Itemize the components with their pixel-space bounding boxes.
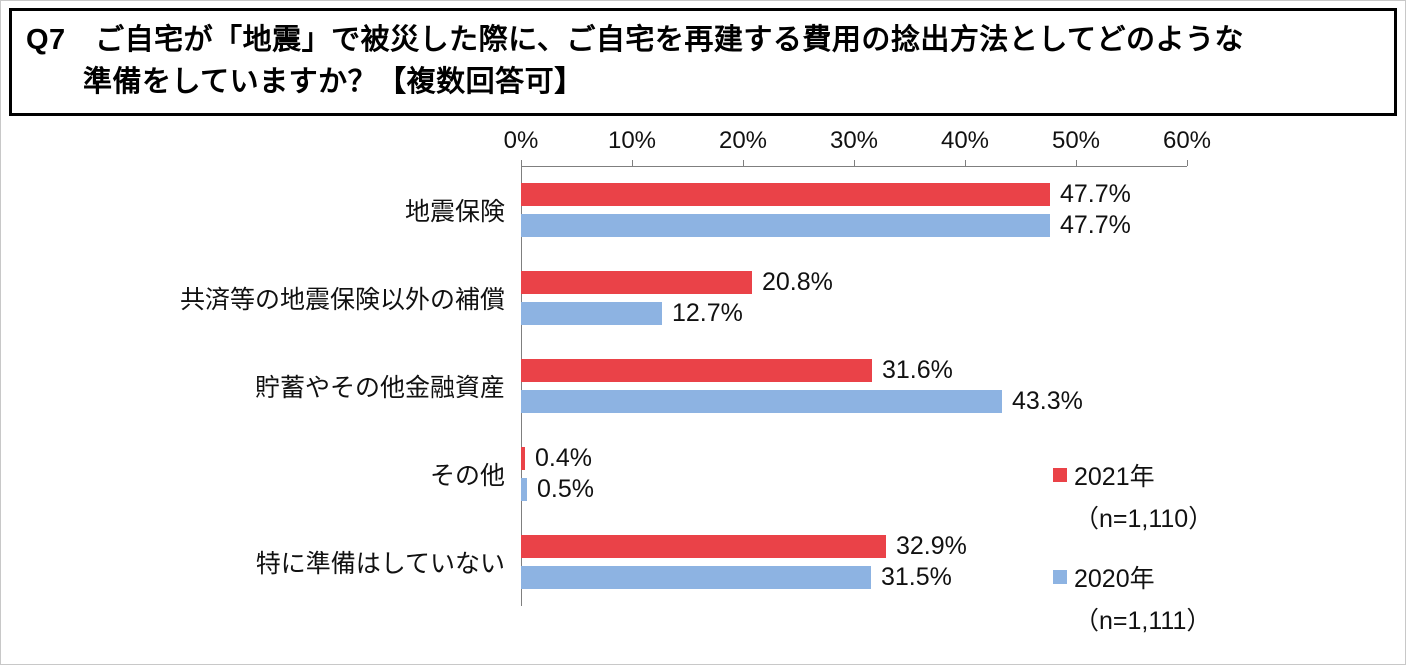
value-label: 47.7% xyxy=(1060,211,1131,239)
legend-row: 2020年 xyxy=(1053,559,1213,595)
question-title-box: Q7 ご自宅が「地震」で被災した際に、ご自宅を再建する費用の捻出方法としてどのよ… xyxy=(9,8,1397,117)
bar-2020年 xyxy=(521,214,1050,237)
bar-line: 31.6% xyxy=(521,356,1187,384)
bar-2021年 xyxy=(521,271,752,294)
legend-item-2020年: 2020年 （n=1,111） xyxy=(1053,559,1213,637)
x-tick-label: 0% xyxy=(503,127,539,154)
category-label: 地震保険 xyxy=(404,198,505,226)
value-label: 32.9% xyxy=(896,532,967,560)
legend-sample-size: （n=1,111） xyxy=(1074,607,1212,635)
value-label: 43.3% xyxy=(1012,387,1083,415)
bar-2020年 xyxy=(521,302,662,325)
x-tick-mark xyxy=(632,160,633,166)
value-label: 31.5% xyxy=(881,563,952,591)
bar-group: 47.7% 47.7% xyxy=(521,180,1187,239)
bar-line: 43.3% xyxy=(521,387,1187,415)
bar-line: 47.7% xyxy=(521,180,1187,208)
chart-row: 貯蓄やその他金融資産 31.6% 43.3% xyxy=(1,342,1405,430)
bar-group: 32.9% 31.5% xyxy=(521,532,1187,591)
bar-2021年 xyxy=(521,183,1050,206)
x-tick-label: 60% xyxy=(1162,127,1212,154)
chart-row: その他 0.4% 0.5% xyxy=(1,430,1405,518)
legend-sample-size: （n=1,110） xyxy=(1074,505,1214,533)
bar-line: 12.7% xyxy=(521,299,1187,327)
x-tick-mark xyxy=(743,160,744,166)
legend: 2021年 （n=1,110） 2020年 （n=1,111） xyxy=(1053,457,1213,661)
x-tick-mark xyxy=(521,160,522,166)
question-title-line1: Q7 ご自宅が「地震」で被災した際に、ご自宅を再建する費用の捻出方法としてどのよ… xyxy=(26,24,1244,56)
legend-item-2021年: 2021年 （n=1,110） xyxy=(1053,457,1213,535)
value-label: 31.6% xyxy=(882,356,953,384)
value-label: 0.4% xyxy=(535,444,592,472)
bar-group: 0.4% 0.5% xyxy=(521,444,1187,503)
chart-row: 共済等の地震保険以外の補償 20.8% 12.7% xyxy=(1,254,1405,342)
x-tick-label: 40% xyxy=(940,127,990,154)
x-tick-mark xyxy=(1076,160,1077,166)
x-tick-label: 30% xyxy=(829,127,879,154)
category-label: その他 xyxy=(429,462,505,490)
x-tick-label: 10% xyxy=(607,127,657,154)
x-tick-mark xyxy=(965,160,966,166)
bar-line: 47.7% xyxy=(521,211,1187,239)
bar-2021年 xyxy=(521,359,872,382)
bar-2020年 xyxy=(521,566,871,589)
chart-row: 特に準備はしていない 32.9% 31.5% xyxy=(1,518,1405,606)
x-axis-line xyxy=(521,166,1187,167)
bar-line: 32.9% xyxy=(521,532,1187,560)
x-tick-mark xyxy=(854,160,855,166)
question-title-line2: 準備をしていますか？【複数回答可】 xyxy=(83,66,584,99)
bar-group: 31.6% 43.3% xyxy=(521,356,1187,415)
bar-line: 31.5% xyxy=(521,563,1187,591)
bar-2021年 xyxy=(521,447,525,470)
bar-2020年 xyxy=(521,390,1002,413)
bar-2021年 xyxy=(521,535,886,558)
bar-line: 20.8% xyxy=(521,268,1187,296)
x-tick-mark xyxy=(1187,160,1188,166)
legend-swatch-2021年 xyxy=(1053,468,1067,482)
value-label: 12.7% xyxy=(672,299,743,327)
legend-series-name: 2021年 xyxy=(1074,463,1155,491)
legend-row: 2021年 xyxy=(1053,457,1213,493)
category-label: 共済等の地震保険以外の補償 xyxy=(179,286,505,314)
bar-line: 0.4% xyxy=(521,444,1187,472)
category-label: 貯蓄やその他金融資産 xyxy=(254,374,505,402)
value-label: 0.5% xyxy=(537,475,594,503)
legend-swatch-2020年 xyxy=(1053,570,1067,584)
value-label: 20.8% xyxy=(762,268,833,296)
bar-line: 0.5% xyxy=(521,475,1187,503)
legend-series-name: 2020年 xyxy=(1074,565,1155,593)
bar-group: 20.8% 12.7% xyxy=(521,268,1187,327)
value-label: 47.7% xyxy=(1060,180,1131,208)
chart-row: 地震保険 47.7% 47.7% xyxy=(1,166,1405,254)
y-axis-line xyxy=(521,166,522,606)
bar-2020年 xyxy=(521,478,527,501)
x-tick-label: 20% xyxy=(718,127,768,154)
category-label: 特に準備はしていない xyxy=(255,550,505,578)
x-tick-label: 50% xyxy=(1051,127,1101,154)
bar-chart: 0% 10% 20% 30% 40% 50% 60% 地震保険 47.7% 47.7% 共済等の地震… xyxy=(1,119,1405,664)
